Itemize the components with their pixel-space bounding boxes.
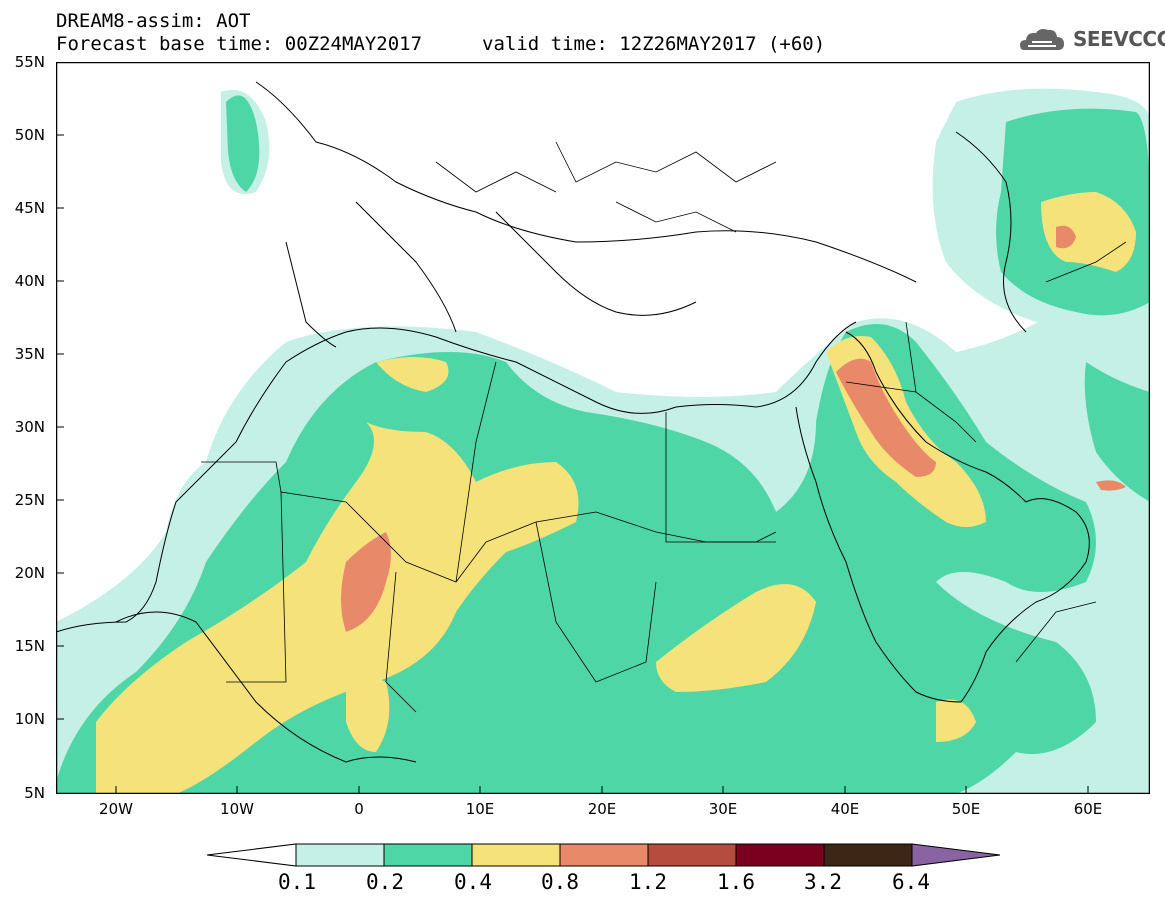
lat-label: 15N: [14, 637, 45, 655]
colorbar-arrow-high: [911, 843, 1000, 867]
lat-label: 10N: [14, 710, 45, 728]
colorbar-arrow-low: [206, 843, 297, 867]
colorbar-swatch: [383, 843, 473, 867]
coastlines: [56, 81, 1090, 763]
lon-label: 10E: [465, 800, 495, 818]
colorbar-swatch: [823, 843, 913, 867]
colorbar-swatch: [559, 843, 649, 867]
colorbar-label: 1.6: [717, 870, 755, 894]
valid-time: valid time: 12Z26MAY2017 (+60): [482, 33, 826, 55]
lon-label: 0: [354, 800, 364, 818]
lat-label: 45N: [14, 199, 45, 217]
colorbar-swatch: [735, 843, 825, 867]
colorbar-label: 0.4: [454, 870, 492, 894]
colorbar-label: 1.2: [629, 870, 667, 894]
lon-label: 40E: [830, 800, 860, 818]
lat-label: 30N: [14, 418, 45, 436]
lat-label: 50N: [14, 126, 45, 144]
lon-label: 50E: [951, 800, 981, 818]
map-title: DREAM8-assim: AOT: [56, 10, 251, 32]
lon-label: 10W: [220, 800, 254, 818]
colorbar-label: 0.1: [278, 870, 316, 894]
lon-label: 20W: [99, 800, 133, 818]
country-borders: [201, 141, 1127, 713]
logo-text: SEEVCCC: [1073, 27, 1165, 51]
lon-label: 20E: [587, 800, 617, 818]
forecast-base-time: Forecast base time: 00Z24MAY2017: [56, 33, 423, 55]
colorbar-swatch: [647, 843, 737, 867]
lat-label: 55N: [14, 53, 45, 71]
lat-label: 20N: [14, 564, 45, 582]
lat-label: 5N: [24, 784, 45, 802]
lat-label: 25N: [14, 491, 45, 509]
lon-label: 60E: [1073, 800, 1103, 818]
colorbar: [206, 843, 1000, 867]
colorbar-label: 3.2: [804, 870, 842, 894]
colorbar-label: 6.4: [892, 870, 930, 894]
axis-ticks: [56, 62, 1089, 794]
colorbar-label: 0.2: [366, 870, 404, 894]
aot-map: [56, 62, 1150, 794]
colorbar-label: 0.8: [541, 870, 579, 894]
aot-band-0-8: [341, 225, 1126, 632]
cloud-icon: [1020, 29, 1064, 50]
lon-label: 30E: [708, 800, 738, 818]
colorbar-swatch: [471, 843, 561, 867]
colorbar-swatch: [295, 843, 385, 867]
lat-label: 40N: [14, 272, 45, 290]
lat-label: 35N: [14, 345, 45, 363]
